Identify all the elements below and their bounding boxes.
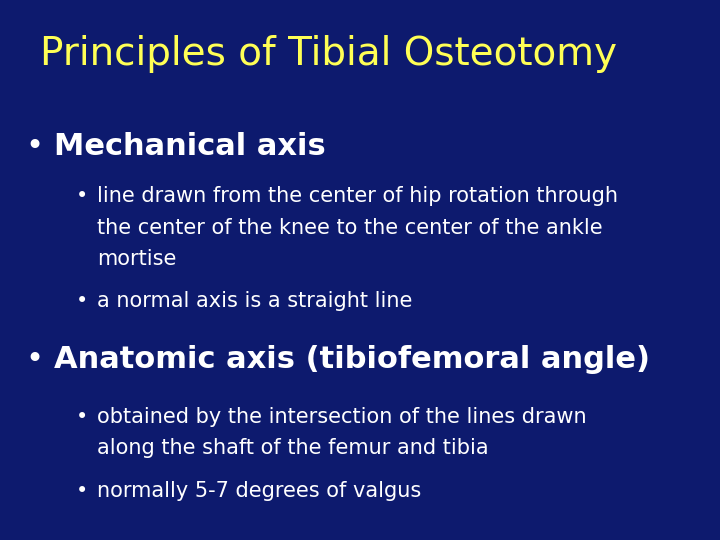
Text: Anatomic axis (tibiofemoral angle): Anatomic axis (tibiofemoral angle) [54, 345, 650, 374]
Text: Principles of Tibial Osteotomy: Principles of Tibial Osteotomy [40, 35, 616, 73]
Text: •: • [76, 481, 88, 501]
Text: •: • [25, 132, 43, 161]
Text: •: • [25, 345, 43, 374]
Text: •: • [76, 291, 88, 311]
Text: mortise: mortise [97, 249, 176, 269]
Text: obtained by the intersection of the lines drawn: obtained by the intersection of the line… [97, 407, 587, 427]
Text: along the shaft of the femur and tibia: along the shaft of the femur and tibia [97, 438, 489, 458]
Text: Mechanical axis: Mechanical axis [54, 132, 325, 161]
Text: normally 5-7 degrees of valgus: normally 5-7 degrees of valgus [97, 481, 421, 501]
Text: line drawn from the center of hip rotation through: line drawn from the center of hip rotati… [97, 186, 618, 206]
Text: •: • [76, 186, 88, 206]
Text: •: • [76, 407, 88, 427]
Text: a normal axis is a straight line: a normal axis is a straight line [97, 291, 413, 311]
Text: the center of the knee to the center of the ankle: the center of the knee to the center of … [97, 218, 603, 238]
